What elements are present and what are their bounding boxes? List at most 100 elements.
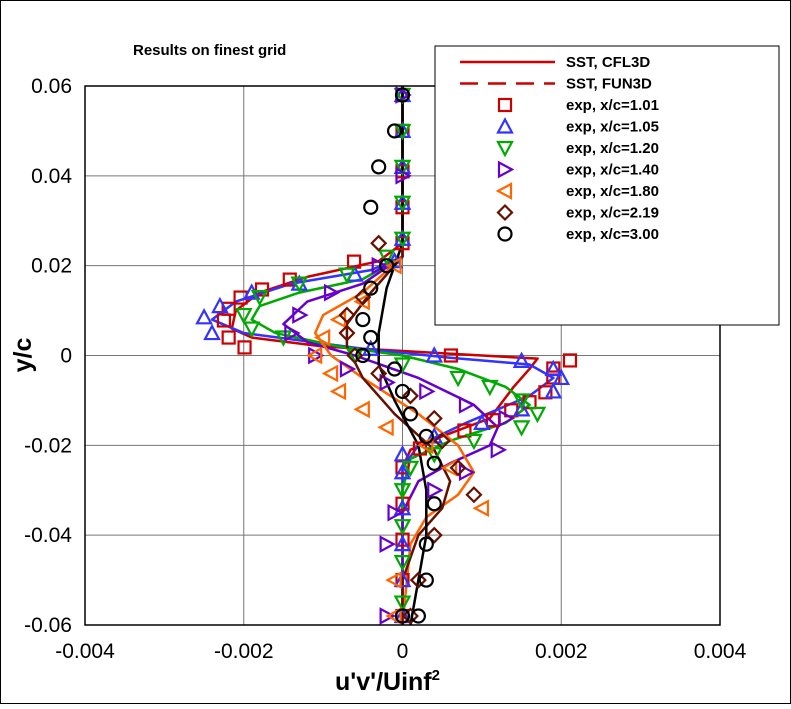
exp-point-1.40 xyxy=(379,607,396,625)
exp-point-1.20 xyxy=(512,420,531,437)
exp-point-1.20 xyxy=(234,307,253,325)
legend-label: exp, x/c=1.20 xyxy=(566,140,659,157)
plot-frame xyxy=(84,85,721,626)
exp-point-1.80 xyxy=(313,328,331,347)
exp-point-2.19 xyxy=(401,387,419,405)
x-tick-label: 0.002 xyxy=(535,640,588,663)
exp-point-1.40 xyxy=(339,360,357,378)
exp-point-1.80 xyxy=(385,571,402,589)
model-curves xyxy=(210,86,556,626)
exp-point-3.00 xyxy=(363,329,379,346)
exp-point-1.01 xyxy=(221,330,236,345)
exp-point-1.20 xyxy=(393,195,412,213)
exp-point-1.80 xyxy=(321,364,339,383)
experimental-markers xyxy=(195,85,578,625)
exp-point-1.05 xyxy=(425,427,444,444)
exp-point-3.00 xyxy=(418,572,434,588)
legend-label: exp, x/c=1.01 xyxy=(566,97,659,114)
y-tick-label: -0.02 xyxy=(24,434,72,457)
legend: SST, CFL3D SST, FUN3D exp, x/c=1.01 exp, x/… xyxy=(434,45,780,326)
exp-point-3.00 xyxy=(379,258,395,274)
exp-point-1.20 xyxy=(465,433,483,451)
exp-point-2.19 xyxy=(425,409,443,427)
x-tick-label: 0 xyxy=(397,640,409,663)
exp-point-1.20 xyxy=(393,159,412,177)
exp-point-2.19 xyxy=(346,346,364,365)
exp-point-1.20 xyxy=(425,447,444,464)
exp-point-1.40 xyxy=(395,166,412,185)
exp-point-3.00 xyxy=(363,199,379,215)
exp-point-1.05 xyxy=(552,368,571,386)
exp-point-1.01 xyxy=(457,423,472,438)
exp-point-1.01 xyxy=(282,272,297,287)
x-tick-label: 0.004 xyxy=(694,640,747,663)
exp-point-3.00 xyxy=(418,428,434,444)
x-axis-label: u'v'/Uinf2 xyxy=(335,667,440,696)
x-tick-label: -0.004 xyxy=(55,640,115,663)
exp-point-1.05 xyxy=(393,462,412,480)
exp-point-1.05 xyxy=(195,308,213,325)
exp-point-3.00 xyxy=(410,608,426,624)
exp-point-3.00 xyxy=(394,608,411,624)
exp-point-1.80 xyxy=(440,458,458,477)
exp-point-3.00 xyxy=(394,87,411,103)
legend-marker xyxy=(496,203,514,222)
exp-point-1.05 xyxy=(203,323,221,341)
exp-point-1.01 xyxy=(562,353,578,368)
exp-point-1.80 xyxy=(329,382,347,401)
exp-point-3.00 xyxy=(355,347,371,364)
exp-point-1.80 xyxy=(377,418,394,437)
sst-fun3d-curve-1.20 xyxy=(250,86,532,625)
exp-point-3.00 xyxy=(355,311,371,328)
exp-point-1.20 xyxy=(242,321,261,338)
exp-point-2.19 xyxy=(465,486,483,504)
exp-point-1.20 xyxy=(401,460,420,478)
exp-point-3.00 xyxy=(386,123,403,139)
legend-label: SST, CFL3D xyxy=(566,54,650,71)
exp-point-1.40 xyxy=(387,503,404,522)
exp-point-1.05 xyxy=(211,296,229,314)
exp-point-1.40 xyxy=(379,535,396,553)
exp-point-2.19 xyxy=(449,459,467,477)
sst-fun3d-curve-1.40 xyxy=(281,86,499,625)
exp-point-3.00 xyxy=(386,361,403,377)
exp-point-1.40 xyxy=(498,409,516,428)
exp-point-1.01 xyxy=(254,282,270,297)
exp-point-1.20 xyxy=(449,370,467,388)
exp-point-1.40 xyxy=(323,283,341,302)
exp-point-1.20 xyxy=(528,406,547,424)
exp-point-1.20 xyxy=(480,379,499,397)
exp-point-1.20 xyxy=(393,555,412,572)
y-tick-label: 0 xyxy=(60,345,72,368)
exp-point-1.05 xyxy=(393,498,412,516)
exp-point-2.19 xyxy=(401,607,419,625)
exp-point-2.19 xyxy=(409,571,427,589)
exp-point-1.05 xyxy=(425,346,444,363)
legend-label: exp, x/c=1.80 xyxy=(566,183,659,200)
x-tick-labels: -0.004 -0.002 0 0.002 0.004 xyxy=(55,640,746,663)
exp-point-1.20 xyxy=(250,290,269,307)
sst-fun3d-curve-2.19 xyxy=(345,86,452,625)
exp-point-2.19 xyxy=(433,432,451,450)
exp-point-1.05 xyxy=(512,400,531,417)
exp-point-2.19 xyxy=(370,234,388,252)
exp-point-1.20 xyxy=(393,519,412,536)
exp-point-1.20 xyxy=(393,483,412,500)
y-tick-label: 0.02 xyxy=(31,255,72,278)
legend-box xyxy=(434,45,780,326)
exp-point-1.05 xyxy=(544,382,563,399)
exp-point-2.19 xyxy=(370,364,388,383)
exp-point-1.20 xyxy=(290,276,309,293)
y-tick-label: -0.04 xyxy=(24,524,72,547)
exp-point-3.00 xyxy=(418,536,434,552)
y-tick-label: 0.06 xyxy=(31,75,72,98)
exp-point-2.19 xyxy=(338,324,356,342)
exp-point-3.00 xyxy=(371,159,387,175)
exp-point-1.40 xyxy=(284,324,301,342)
exp-point-3.00 xyxy=(426,496,442,512)
legend-marker xyxy=(495,182,513,200)
exp-point-1.80 xyxy=(385,607,402,625)
y-tick-label: -0.06 xyxy=(24,614,72,637)
legend-label: exp, x/c=1.40 xyxy=(566,162,659,179)
exp-point-1.40 xyxy=(427,481,444,500)
